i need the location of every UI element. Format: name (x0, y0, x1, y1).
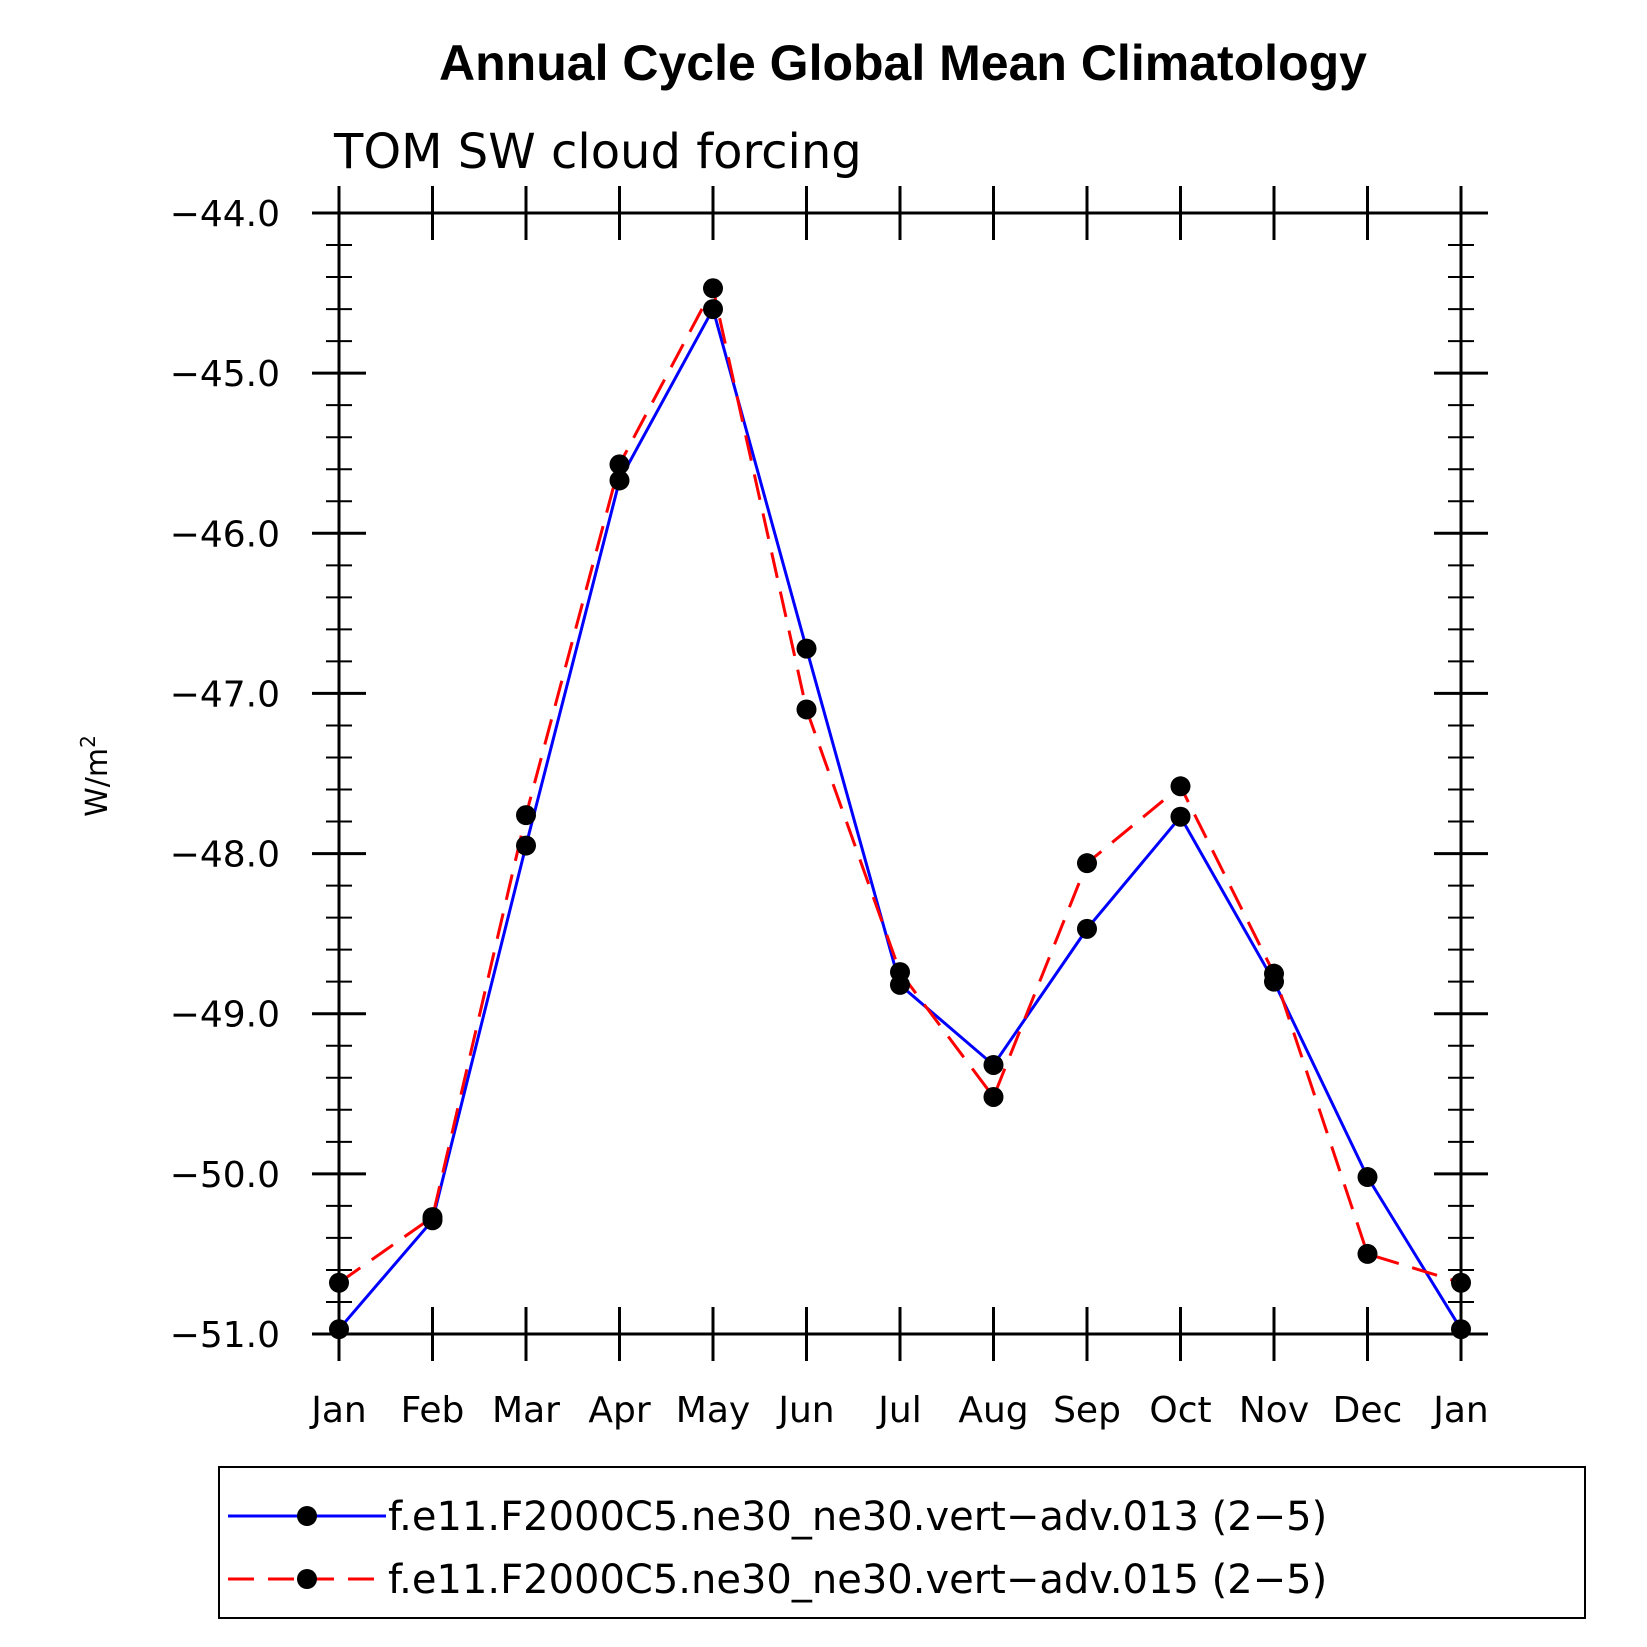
series-layer (329, 278, 1471, 1340)
x-tick-label: Feb (401, 1390, 465, 1431)
x-axis: Jan Feb Mar Apr May Jun Jul Aug Sep Oct Nov Dec Jan (309, 186, 1489, 1431)
series-line-2 (338, 283, 1462, 1285)
legend-marker-1 (297, 1506, 317, 1526)
series-2-marker (796, 699, 817, 720)
x-tick-label: Mar (492, 1390, 560, 1431)
legend-box (218, 1466, 1586, 1619)
series-2-marker (890, 962, 910, 983)
y-tick-label: −47.0 (170, 674, 280, 715)
series-1-marker (1170, 806, 1191, 827)
y-tick-label: −44.0 (170, 194, 280, 235)
x-tick-label: Jan (309, 1390, 367, 1431)
series-1-marker (1357, 1167, 1378, 1188)
x-tick-label: Oct (1149, 1390, 1211, 1431)
legend-label-2: f.e11.F2000C5.ne30_ne30.vert−adv.015 (2−… (388, 1557, 1327, 1603)
y-axis-label-superscript: 2 (76, 735, 100, 748)
x-tick-label: Jun (776, 1390, 834, 1431)
chart-title: Annual Cycle Global Mean Climatology (439, 35, 1367, 91)
series-1-marker (1451, 1319, 1471, 1340)
series-1-marker (1077, 918, 1097, 939)
series-1-marker (703, 299, 723, 320)
series-2-marker (329, 1272, 349, 1293)
series-2-marker (422, 1207, 443, 1228)
x-tick-label: Jan (1431, 1390, 1489, 1431)
x-tick-label: Sep (1053, 1390, 1121, 1431)
y-axis: −44.0 −45.0 −46.0 −47.0 −48.0 −49.0 −50.0 −51.0 (170, 194, 1488, 1356)
y-tick-label: −48.0 (170, 835, 280, 876)
y-tick-label: −51.0 (170, 1315, 280, 1356)
series-2-marker (1451, 1272, 1471, 1293)
series-2-marker (983, 1086, 1004, 1107)
series-2-marker (516, 805, 536, 826)
series-line-1 (337, 305, 1463, 1331)
series-1-marker (983, 1054, 1004, 1075)
plot-frame (337, 211, 1463, 1336)
legend: f.e11.F2000C5.ne30_ne30.vert−adv.013 (2−… (228, 1494, 1327, 1603)
x-tick-label: Jul (876, 1390, 921, 1431)
y-tick-label: −46.0 (170, 514, 280, 555)
series-1-marker (796, 638, 817, 659)
x-tick-label: Apr (588, 1390, 650, 1431)
y-axis-label-text: W/m (80, 748, 115, 817)
y-tick-label: −50.0 (170, 1155, 280, 1196)
series-1-marker (329, 1319, 349, 1340)
series-2-marker (1077, 853, 1097, 874)
y-tick-label: −49.0 (170, 995, 280, 1036)
legend-label-1: f.e11.F2000C5.ne30_ne30.vert−adv.013 (2−… (388, 1494, 1327, 1540)
chart-subtitle: TOM SW cloud forcing (333, 124, 862, 180)
legend-marker-2 (297, 1569, 317, 1589)
series-2-marker (1357, 1243, 1378, 1264)
x-tick-label: Dec (1333, 1390, 1403, 1431)
series-2-marker (609, 454, 630, 475)
series-1-marker (516, 835, 536, 856)
x-tick-label: Aug (958, 1390, 1028, 1431)
series-1-marker (609, 470, 630, 491)
series-2-marker (1264, 963, 1284, 984)
series-2-marker (703, 278, 723, 299)
x-tick-label: Nov (1239, 1390, 1309, 1431)
y-tick-label: −45.0 (170, 354, 280, 395)
series-2-marker (1170, 776, 1191, 797)
y-axis-label: W/m2 (76, 735, 115, 817)
x-tick-label: May (676, 1390, 750, 1431)
